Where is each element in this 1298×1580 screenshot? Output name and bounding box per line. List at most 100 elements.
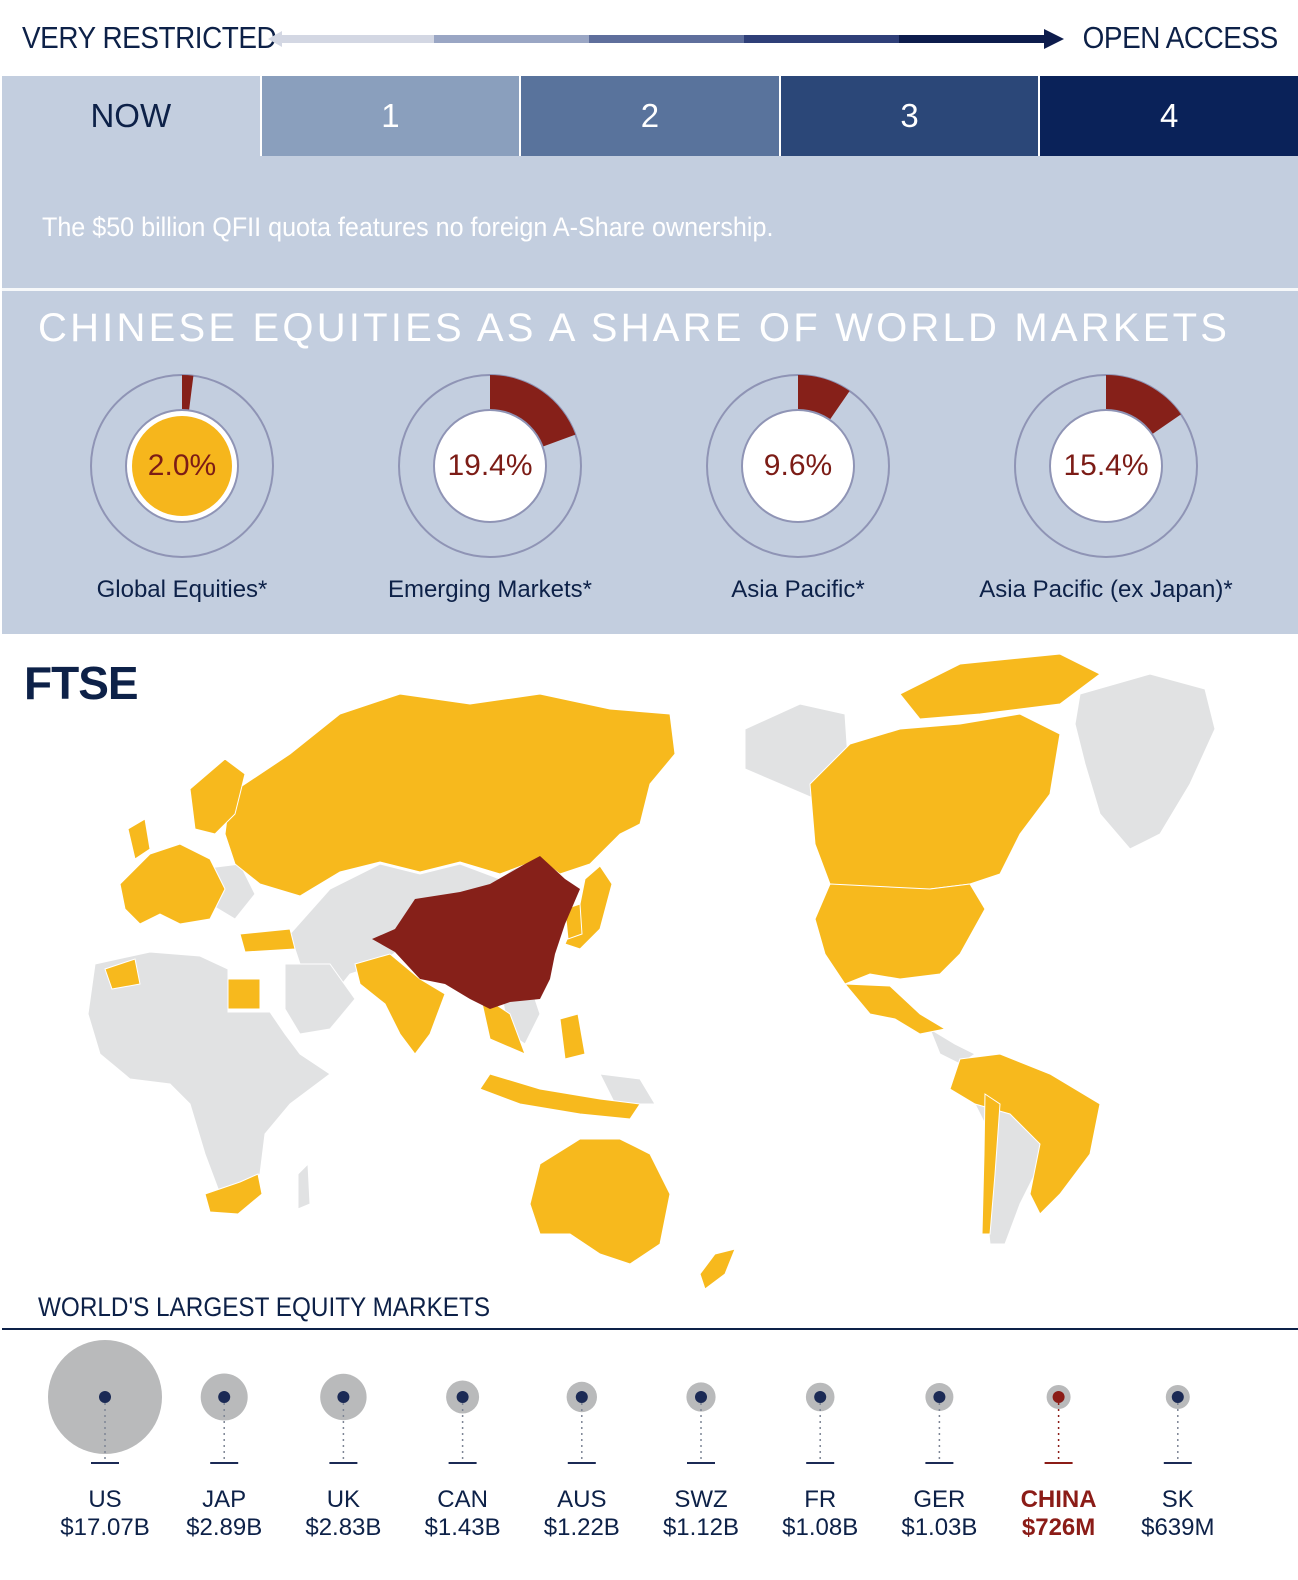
donut-label: Asia Pacific* <box>731 576 865 603</box>
market-value: $2.89B <box>186 1514 263 1541</box>
donut-chart <box>706 374 890 558</box>
tab-now[interactable]: NOW <box>2 76 260 156</box>
market-label-jap: JAP $2.89B <box>164 1486 284 1542</box>
region-uk <box>127 818 151 860</box>
market-dot <box>456 1391 469 1403</box>
market-label-uk: UK $2.83B <box>283 1486 403 1542</box>
donut-value: 15.4% <box>1063 449 1149 482</box>
access-scale: VERY RESTRICTED OPEN ACCESS <box>0 0 1298 76</box>
market-china[interactable] <box>1044 1385 1073 1464</box>
market-label-fr: FR $1.08B <box>760 1486 880 1542</box>
donut-label: Asia Pacific (ex Japan)* <box>979 576 1233 603</box>
market-dot <box>1171 1391 1184 1403</box>
donut-center <box>132 416 232 516</box>
region-chile <box>981 1093 1001 1235</box>
info-panel: The $50 billion QFII quota features no f… <box>2 156 1298 634</box>
market-value: $1.03B <box>901 1514 978 1541</box>
market-dot <box>933 1391 946 1403</box>
region-south-africa <box>204 1173 263 1215</box>
donut-global-equities: 2.0% Global Equities* <box>62 374 302 624</box>
market-sk[interactable] <box>1163 1385 1192 1464</box>
region-australia <box>529 1138 671 1265</box>
region-china <box>372 856 580 1009</box>
tab-1[interactable]: 1 <box>259 76 520 156</box>
region-turkey <box>239 928 296 953</box>
world-map: FTSE <box>0 634 1298 1294</box>
donut-asia-pacific: 9.6% Asia Pacific* <box>678 374 918 624</box>
market-name: JAP <box>202 1486 247 1513</box>
market-dot <box>1052 1391 1065 1403</box>
market-value: $1.22B <box>543 1514 620 1541</box>
region-indonesia <box>479 1073 641 1120</box>
donut-label: Global Equities* <box>96 576 268 603</box>
donut-value: 2.0% <box>147 449 217 482</box>
region-philippines <box>559 1013 586 1060</box>
donut-value: 19.4% <box>447 449 533 482</box>
tab-2[interactable]: 2 <box>519 76 779 156</box>
region-madagascar <box>297 1162 311 1210</box>
market-dot <box>218 1391 231 1403</box>
market-name: GER <box>913 1486 966 1513</box>
scale-arrow-icon <box>268 29 1064 49</box>
region-scandinavia <box>189 758 246 835</box>
market-ger[interactable] <box>925 1383 954 1464</box>
market-name: CAN <box>437 1486 488 1513</box>
donut-chart <box>398 374 582 558</box>
market-label-us: US $17.07B <box>45 1486 165 1542</box>
donut-chart <box>90 374 274 558</box>
market-label-can: CAN $1.43B <box>403 1486 523 1542</box>
donut-center <box>440 416 540 516</box>
market-us[interactable] <box>48 1340 162 1464</box>
market-value: $1.08B <box>782 1514 859 1541</box>
market-dot <box>575 1391 588 1403</box>
market-value: $1.12B <box>662 1514 740 1541</box>
market-name: UK <box>326 1486 361 1513</box>
ftse-logo: FTSE <box>24 657 139 709</box>
region-mexico <box>843 983 947 1035</box>
market-name: AUS <box>557 1486 607 1513</box>
tab-4[interactable]: 4 <box>1038 76 1298 156</box>
donut-value: 9.6% <box>763 449 833 482</box>
market-name: CHINA <box>1020 1486 1097 1513</box>
market-name: FR <box>804 1486 837 1513</box>
region-new-zealand <box>699 1248 736 1290</box>
market-swz[interactable] <box>686 1382 716 1464</box>
market-value: $2.83B <box>305 1514 382 1541</box>
market-fr[interactable] <box>805 1382 835 1464</box>
map-included-regions <box>104 653 1101 1290</box>
region-arabia <box>284 963 356 1035</box>
largest-markets-rule <box>2 1328 1298 1330</box>
market-uk[interactable] <box>320 1373 367 1464</box>
market-jap[interactable] <box>200 1373 248 1464</box>
region-russia <box>224 693 676 897</box>
region-canada-arctic <box>899 653 1101 720</box>
market-can[interactable] <box>446 1380 480 1464</box>
panel-divider <box>2 288 1298 291</box>
market-label-aus: AUS $1.22B <box>522 1486 642 1542</box>
region-greenland <box>1074 673 1216 850</box>
region-india <box>354 953 446 1055</box>
market-aus[interactable] <box>566 1381 597 1464</box>
region-southeast-asia <box>479 992 526 1055</box>
market-label-china: CHINA $726M <box>999 1486 1119 1542</box>
market-dot <box>814 1391 827 1403</box>
market-name: US <box>88 1486 122 1513</box>
largest-markets-bubbles <box>48 1340 1192 1464</box>
market-label-ger: GER $1.03B <box>879 1486 999 1542</box>
donut-chart <box>1014 374 1198 558</box>
donut-center <box>748 416 848 516</box>
market-name: SWZ <box>674 1486 728 1513</box>
market-dot <box>695 1391 707 1403</box>
region-png <box>599 1073 656 1105</box>
donut-center <box>1056 416 1156 516</box>
region-western-europe <box>119 843 226 925</box>
market-value: $726M <box>1021 1514 1096 1541</box>
scale-right-label: OPEN ACCESS <box>1082 20 1279 55</box>
tab-3[interactable]: 3 <box>778 76 1039 156</box>
donut-emerging-markets: 19.4% Emerging Markets* <box>370 374 610 624</box>
market-dot <box>337 1391 350 1403</box>
donut-asia-pacific-ex-japan: 15.4% Asia Pacific (ex Japan)* <box>979 374 1233 624</box>
region-south-america-north <box>949 1053 1101 1215</box>
market-label-swz: SWZ $1.12B <box>641 1486 761 1542</box>
scale-left-label: VERY RESTRICTED <box>22 20 277 55</box>
